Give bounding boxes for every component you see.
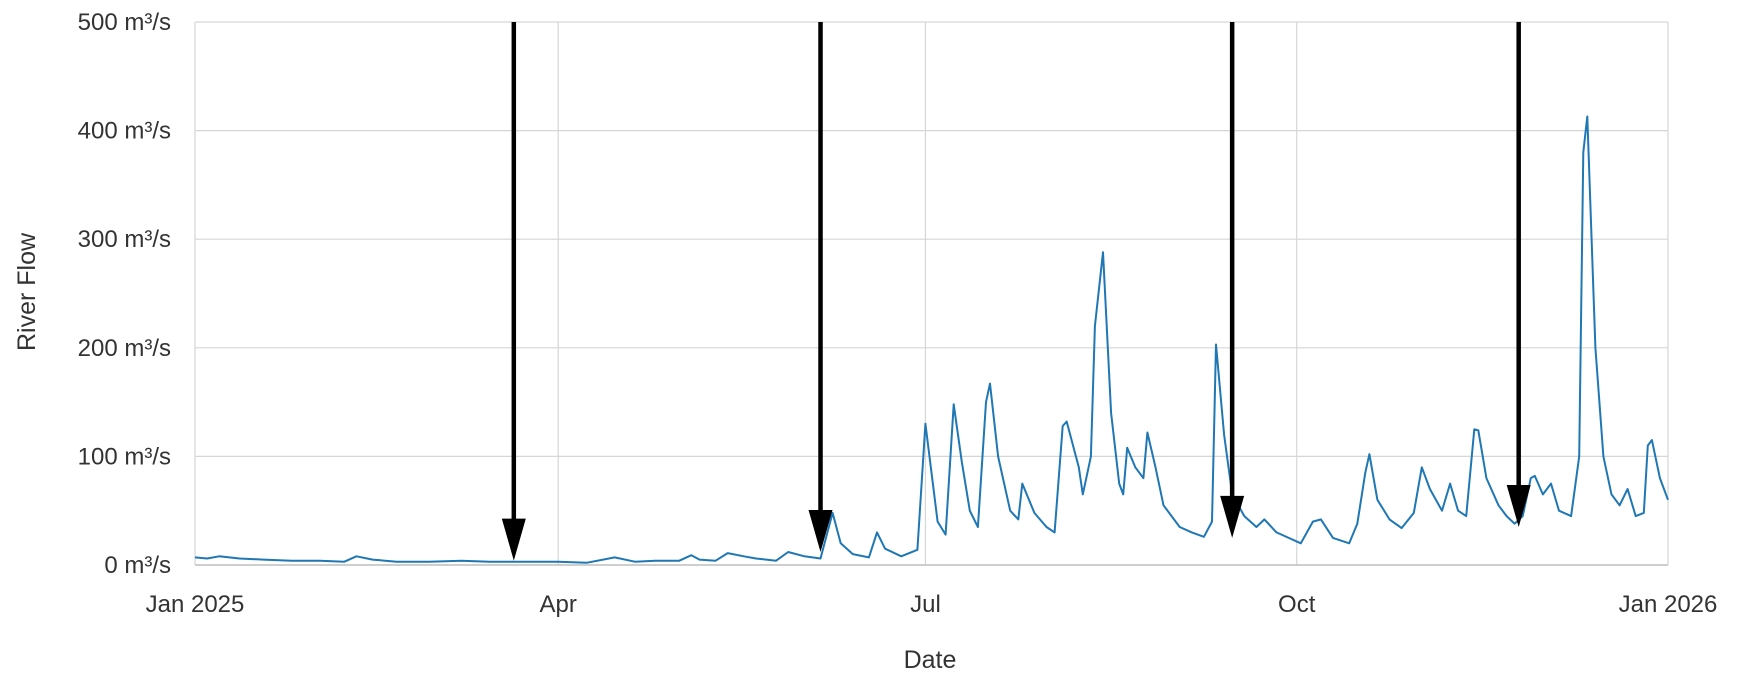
marker-arrow-head: [1506, 484, 1531, 527]
y-axis-title: River Flow: [13, 232, 41, 351]
series-lines: [194, 115, 1669, 564]
x-tick-label: Apr: [540, 591, 577, 618]
y-tick-label: 100 m³/s: [78, 443, 171, 470]
x-axis-title: Date: [904, 646, 957, 674]
y-tick-label: 200 m³/s: [78, 335, 171, 362]
y-tick-label: 500 m³/s: [78, 9, 171, 36]
x-tick-label: Jan 2026: [1619, 591, 1718, 618]
marker-arrow-head: [501, 518, 526, 561]
marker-arrow-head: [808, 509, 833, 552]
x-tick-label: Oct: [1278, 591, 1316, 618]
series-line: [194, 115, 1669, 564]
y-tick-label: 0 m³/s: [104, 552, 171, 579]
y-tick-labels: 0 m³/s 100 m³/s 200 m³/s 300 m³/s 400 m³/s 50…: [78, 9, 171, 579]
x-tick-labels: Jan 2025 Apr Jul Oct Jan 2026: [146, 591, 1718, 618]
marker-arrow-head: [1220, 495, 1245, 538]
y-tick-label: 400 m³/s: [78, 118, 171, 145]
x-tick-label: Jan 2025: [146, 591, 245, 618]
gridlines: [194, 21, 1669, 565]
y-tick-label: 300 m³/s: [78, 226, 171, 253]
x-tick-label: Jul: [910, 591, 941, 618]
marker-arrows: [501, 22, 1531, 561]
